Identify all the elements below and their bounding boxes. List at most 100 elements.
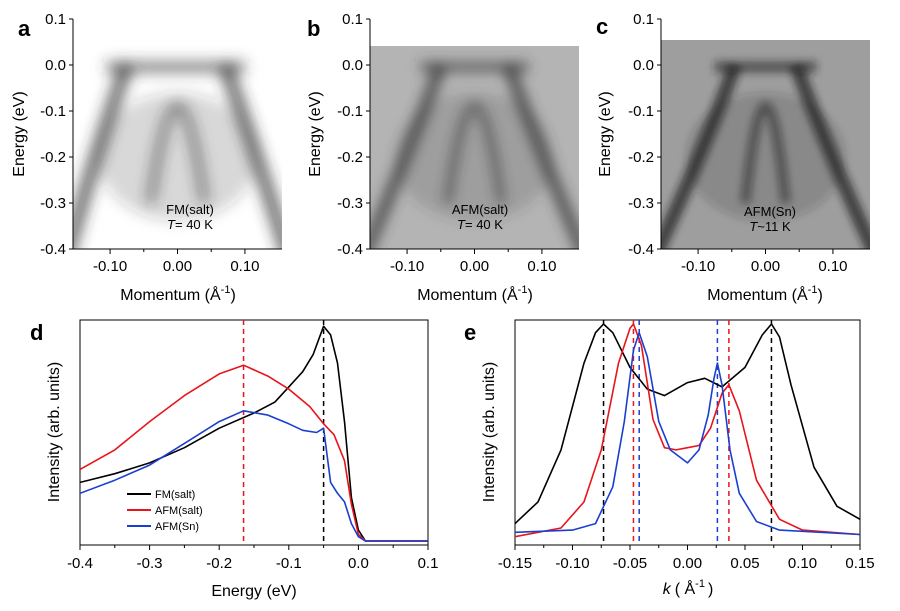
x-axis-label-c-text: Momentum (Å bbox=[707, 285, 808, 304]
arpes-image-c bbox=[661, 19, 870, 249]
fermi-edge-band-b bbox=[420, 61, 529, 73]
x-tick-label-b: -0.10 bbox=[390, 258, 424, 275]
x-tick-label-e: 0.00 bbox=[673, 555, 702, 572]
annotation-temp-a-value: = 40 K bbox=[175, 217, 213, 232]
y-tick-label-b: -0.1 bbox=[337, 103, 363, 120]
panel-e: e -0.15 -0.10 -0.05 0.00 0.05 0.10 0.15 Intens… bbox=[464, 319, 875, 598]
x-axis-label-a-text: Momentum (Å bbox=[120, 285, 221, 304]
x-axis-label-a-exp: -1 bbox=[221, 284, 231, 296]
x-tick-label-e: -0.15 bbox=[498, 555, 532, 572]
annotation-temp-c: T~11 K bbox=[749, 219, 791, 234]
x-tick-label-d: -0.4 bbox=[67, 555, 93, 572]
spectral-background-a bbox=[98, 92, 257, 222]
x-axis-label-e-exp: -1 bbox=[695, 578, 705, 590]
panel-a: a 0.1 0.0 -0.1 -0.2 -0.3 -0.4 -0.10 0.00 0.10 En… bbox=[11, 11, 282, 304]
annotation-temp-c-value: ~11 K bbox=[757, 219, 791, 234]
plot-frame-d bbox=[79, 319, 429, 546]
arpes-bands-c bbox=[661, 61, 870, 249]
series-line-afm-salt bbox=[515, 323, 860, 538]
y-tick-label-a: 0.0 bbox=[45, 57, 66, 74]
x-axis-label-e-text: ( Å bbox=[675, 579, 696, 598]
panel-c: c 0.1 0.0 -0.1 -0.2 -0.3 -0.4 -0.10 0.00 0.10 En… bbox=[596, 11, 870, 304]
spectral-background-c bbox=[686, 92, 845, 222]
arpes-cutoff-b bbox=[370, 19, 579, 46]
annotation-sample-c: AFM(Sn) bbox=[744, 204, 796, 219]
panel-letter-e: e bbox=[464, 320, 476, 345]
legend-label-afm-sn: AFM(Sn) bbox=[155, 521, 199, 533]
series-line-afm-sn bbox=[515, 331, 860, 536]
x-axis-label-b: Momentum (Å-1) bbox=[417, 284, 533, 304]
x-tick-label-d: -0.2 bbox=[206, 555, 232, 572]
y-tick-label-b: -0.4 bbox=[337, 241, 363, 258]
x-tick-label-d: 0.1 bbox=[418, 555, 439, 572]
annotation-sample-b: AFM(salt) bbox=[452, 202, 508, 217]
x-tick-label-e: -0.10 bbox=[555, 555, 589, 572]
x-axis-label-c-exp: -1 bbox=[808, 284, 818, 296]
y-tick-label-b: -0.2 bbox=[337, 149, 363, 166]
y-tick-label-c: -0.3 bbox=[628, 195, 654, 212]
axes-c: 0.1 0.0 -0.1 -0.2 -0.3 -0.4 -0.10 0.00 0.10 bbox=[628, 11, 870, 275]
annotation-sample-a: FM(salt) bbox=[166, 202, 214, 217]
x-axis-label-e: k( Å-1) bbox=[663, 578, 714, 598]
series-line-afm-salt bbox=[80, 364, 428, 542]
x-tick-label-e: 0.15 bbox=[845, 555, 874, 572]
y-axis-label-a: Energy (eV) bbox=[11, 91, 28, 176]
annotation-temp-b: T= 40 K bbox=[457, 217, 503, 232]
y-tick-label-c: -0.1 bbox=[628, 103, 654, 120]
annotation-temp-b-symbol: T bbox=[457, 217, 466, 232]
x-tick-label-e: 0.10 bbox=[788, 555, 817, 572]
y-tick-label-a: -0.1 bbox=[40, 103, 66, 120]
panel-letter-d: d bbox=[30, 320, 43, 345]
x-axis-label-a: Momentum (Å-1) bbox=[120, 284, 236, 304]
x-tick-label-d: -0.3 bbox=[137, 555, 163, 572]
fermi-edge-band-a bbox=[106, 61, 246, 73]
spectral-background-b bbox=[395, 92, 554, 222]
y-axis-label-d: Intensity (arb. units) bbox=[46, 362, 63, 503]
axes-b: 0.1 0.0 -0.1 -0.2 -0.3 -0.4 -0.10 0.00 0.10 bbox=[337, 11, 579, 275]
annotation-temp-a-symbol: T bbox=[167, 217, 176, 232]
outer-band-left-a bbox=[73, 62, 134, 249]
x-tick-label-d: -0.1 bbox=[276, 555, 302, 572]
x-tick-label-a: 0.00 bbox=[163, 258, 192, 275]
x-axis-label-a-close: ) bbox=[230, 287, 235, 304]
x-axis-label-b-close: ) bbox=[527, 287, 532, 304]
arpes-bands-a bbox=[73, 61, 282, 249]
annotation-temp-b-value: = 40 K bbox=[465, 217, 503, 232]
axes-e: -0.15 -0.10 -0.05 0.00 0.05 0.10 0.15 bbox=[498, 545, 875, 572]
legend-label-afm-salt: AFM(salt) bbox=[155, 505, 203, 517]
y-tick-label-b: 0.0 bbox=[342, 57, 363, 74]
x-tick-label-e: 0.05 bbox=[730, 555, 759, 572]
legend-d: FM(salt) AFM(salt) AFM(Sn) bbox=[127, 489, 203, 533]
y-tick-label-a: -0.2 bbox=[40, 149, 66, 166]
panel-letter-c: c bbox=[596, 14, 608, 39]
y-tick-label-c: 0.0 bbox=[633, 57, 654, 74]
x-axis-label-b-text: Momentum (Å bbox=[417, 285, 518, 304]
x-axis-label-e-close: ) bbox=[708, 581, 713, 598]
y-axis-label-e: Intensity (arb. units) bbox=[481, 362, 498, 503]
x-axis-label-e-k: k bbox=[663, 581, 672, 598]
y-tick-label-c: -0.4 bbox=[628, 241, 654, 258]
x-tick-label-b: 0.00 bbox=[460, 258, 489, 275]
panel-b: b 0.1 0.0 -0.1 -0.2 -0.3 -0.4 -0.10 0.00 0.10 En… bbox=[307, 11, 579, 304]
arpes-image-b bbox=[370, 19, 579, 249]
x-tick-label-c: 0.10 bbox=[818, 258, 847, 275]
panel-letter-a: a bbox=[18, 16, 31, 41]
series-line-afm-sn bbox=[80, 410, 428, 542]
annotation-temp-a: T= 40 K bbox=[167, 217, 213, 232]
annotation-temp-c-symbol: T bbox=[749, 219, 758, 234]
y-tick-label-c: 0.1 bbox=[633, 11, 654, 28]
x-axis-label-c: Momentum (Å-1) bbox=[707, 284, 823, 304]
plot-frame-e bbox=[514, 319, 861, 546]
legend-label-fm: FM(salt) bbox=[155, 489, 195, 501]
axes-d: -0.4 -0.3 -0.2 -0.1 0.0 0.1 bbox=[67, 545, 438, 572]
plot-area-e bbox=[515, 320, 860, 545]
y-tick-label-b: -0.3 bbox=[337, 195, 363, 212]
x-tick-label-b: 0.10 bbox=[527, 258, 556, 275]
y-tick-label-c: -0.2 bbox=[628, 149, 654, 166]
x-tick-label-e: -0.05 bbox=[613, 555, 647, 572]
y-tick-label-a: -0.4 bbox=[40, 241, 66, 258]
y-tick-label-b: 0.1 bbox=[342, 11, 363, 28]
axes-a: 0.1 0.0 -0.1 -0.2 -0.3 -0.4 -0.10 0.00 0.10 bbox=[40, 11, 282, 275]
x-tick-label-d: 0.0 bbox=[348, 555, 369, 572]
